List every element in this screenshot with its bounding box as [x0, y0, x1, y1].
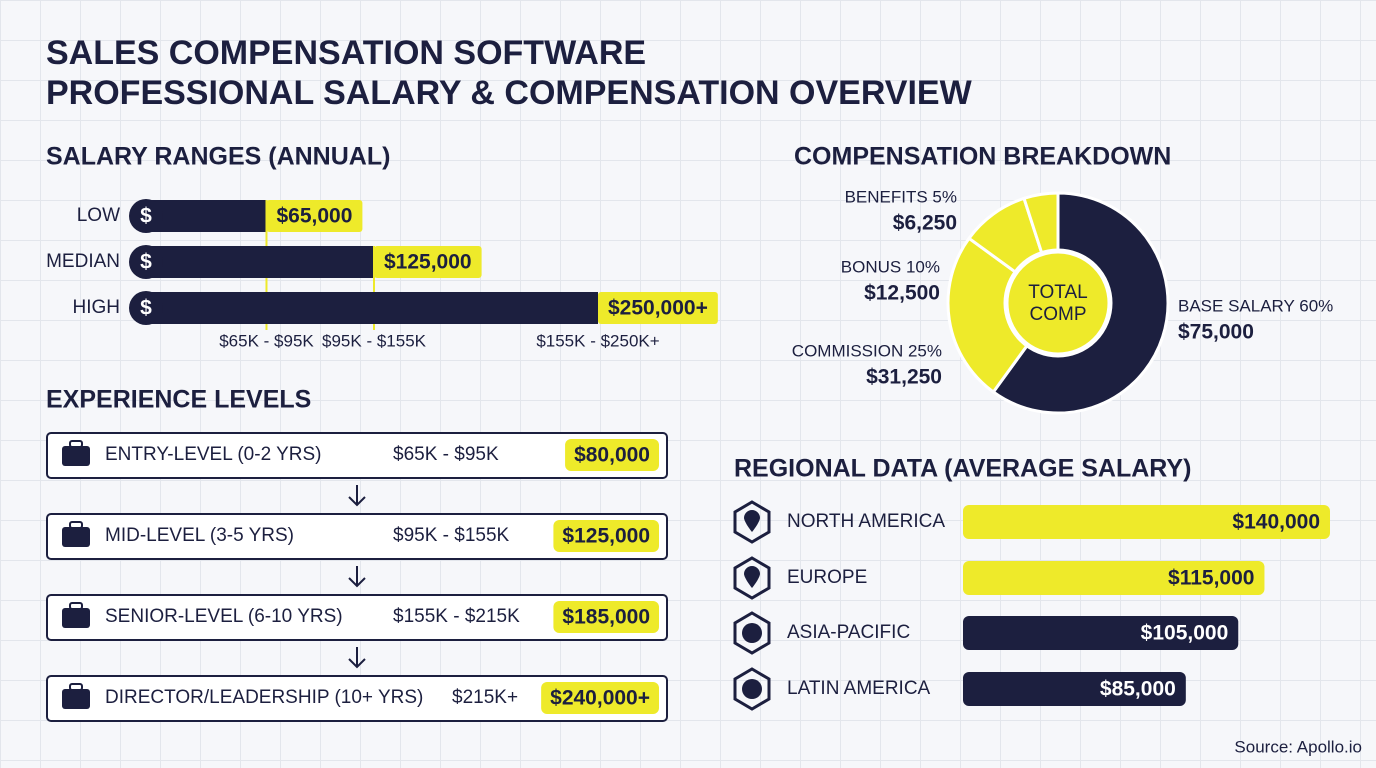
donut-center [1003, 248, 1113, 358]
level-name: MID-LEVEL (3-5 YRS) [105, 525, 294, 546]
level-card [46, 675, 668, 722]
value-label: $65,000 [276, 205, 352, 228]
region-name: EUROPE [787, 567, 867, 588]
slice-value: $12,500 [864, 282, 940, 305]
dollar-icon-glyph: $ [140, 205, 152, 228]
region-icon [733, 556, 771, 600]
salary-box [553, 601, 659, 633]
dollar-icon [129, 245, 163, 279]
row-label: HIGH [73, 297, 121, 318]
region-icon [733, 667, 771, 711]
level-name: DIRECTOR/LEADERSHIP (10+ YRS) [105, 687, 423, 708]
range-label: $95K - $155K [322, 331, 427, 350]
dollar-icon [129, 291, 163, 325]
briefcase-icon [62, 446, 90, 466]
value-label: $250,000+ [608, 297, 708, 320]
region-icon [733, 500, 771, 544]
bar [150, 200, 267, 232]
briefcase-handle [69, 521, 83, 529]
region-name: ASIA-PACIFIC [787, 622, 910, 643]
center-label: COMP [1030, 304, 1087, 325]
value-label: $105,000 [1141, 622, 1229, 645]
dollar-icon [129, 199, 163, 233]
dollar-icon-glyph: $ [140, 297, 152, 320]
row-label: LOW [77, 205, 120, 226]
slice-name: BONUS 10% [841, 257, 940, 276]
level-card [46, 432, 668, 479]
level-salary: $80,000 [574, 444, 650, 467]
value-box [266, 200, 363, 232]
slice-value: $6,250 [893, 212, 957, 235]
briefcase-icon [62, 608, 90, 628]
center-label: TOTAL [1028, 282, 1087, 303]
bar [963, 672, 1186, 706]
icon-globe [742, 623, 762, 643]
briefcase-handle [69, 683, 83, 691]
briefcase-handle [69, 602, 83, 610]
slice-name: BASE SALARY 60% [1178, 296, 1333, 315]
icon-pin [744, 566, 760, 588]
value-label: $115,000 [1168, 567, 1254, 590]
icon-hex [733, 556, 771, 600]
icon-hex [733, 500, 771, 544]
row-label: MEDIAN [46, 251, 120, 272]
level-card [46, 594, 668, 641]
arrow [348, 566, 366, 588]
briefcase-handle [69, 440, 83, 448]
slice-value: $75,000 [1178, 321, 1254, 344]
section-title: EXPERIENCE LEVELS [46, 386, 311, 414]
range-label: $65K - $95K [219, 331, 314, 350]
bar [150, 246, 374, 278]
arrow [348, 647, 366, 669]
level-name: SENIOR-LEVEL (6-10 YRS) [105, 606, 343, 627]
title-line: SALES COMPENSATION SOFTWARE [46, 34, 646, 72]
dollar-icon-glyph: $ [140, 251, 152, 274]
bar [963, 561, 1265, 595]
briefcase-icon [62, 527, 90, 547]
level-card [46, 513, 668, 560]
level-range: $65K - $95K [393, 444, 499, 465]
value-label: $140,000 [1232, 511, 1320, 534]
region-name: NORTH AMERICA [787, 511, 945, 532]
icon-hex [733, 611, 771, 655]
source: Source: Apollo.io [1234, 737, 1362, 756]
level-range: $215K+ [452, 687, 518, 708]
value-label: $85,000 [1100, 678, 1176, 701]
icon-globe [742, 679, 762, 699]
salary-box [553, 520, 659, 552]
level-salary: $240,000+ [550, 687, 650, 710]
section-title: SALARY RANGES (ANNUAL) [46, 143, 390, 171]
range-label: $155K - $250K+ [536, 331, 659, 350]
level-salary: $125,000 [562, 525, 650, 548]
level-range: $95K - $155K [393, 525, 510, 546]
briefcase-icon [62, 689, 90, 709]
value-box [374, 246, 482, 278]
level-salary: $185,000 [562, 606, 650, 629]
title-line: PROFESSIONAL SALARY & COMPENSATION OVERV… [46, 74, 973, 112]
section-title: COMPENSATION BREAKDOWN [794, 143, 1171, 171]
region-name: LATIN AMERICA [787, 678, 931, 699]
level-name: ENTRY-LEVEL (0-2 YRS) [105, 444, 321, 465]
icon-hex [733, 667, 771, 711]
slice-value: $31,250 [866, 366, 942, 389]
level-range: $155K - $215K [393, 606, 520, 627]
slice-name: BENEFITS 5% [845, 187, 957, 206]
section-title: REGIONAL DATA (AVERAGE SALARY) [734, 455, 1191, 483]
bar [150, 292, 598, 324]
value-label: $125,000 [384, 251, 472, 274]
salary-box [541, 682, 659, 714]
salary-box [565, 439, 659, 471]
value-box [598, 292, 718, 324]
region-icon [733, 611, 771, 655]
bar [963, 505, 1330, 539]
bar [963, 616, 1239, 650]
arrow [348, 485, 366, 507]
slice-name: COMMISSION 25% [792, 341, 942, 360]
icon-pin [744, 510, 760, 532]
